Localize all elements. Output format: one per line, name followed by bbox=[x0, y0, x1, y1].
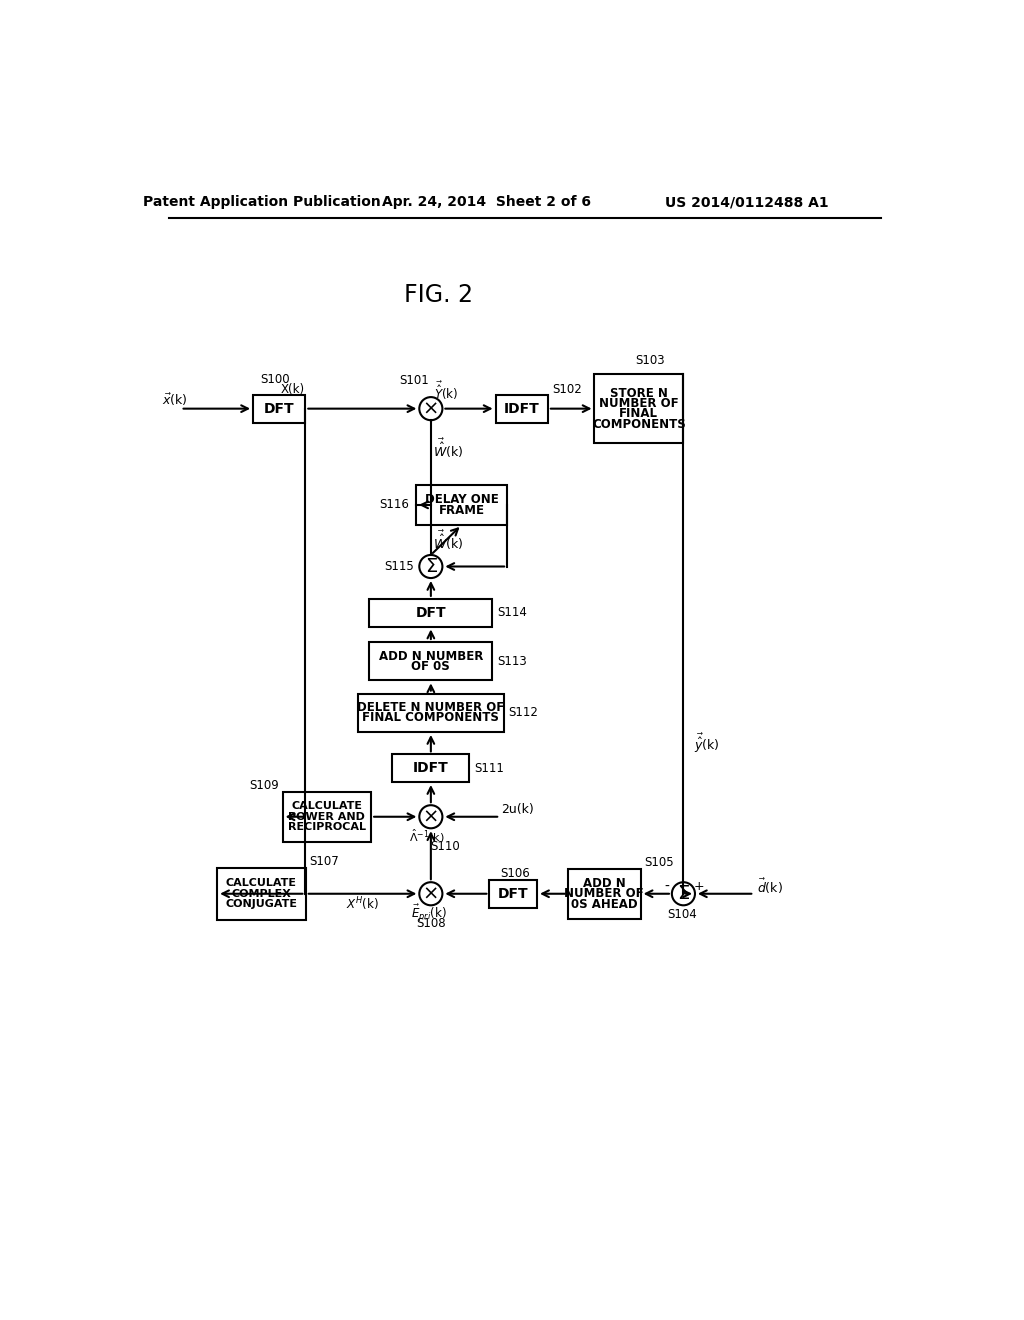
Text: S109: S109 bbox=[249, 779, 279, 792]
Text: Σ: Σ bbox=[677, 884, 689, 903]
Text: +: + bbox=[693, 880, 705, 894]
Text: 2u(k): 2u(k) bbox=[501, 803, 534, 816]
Text: COMPONENTS: COMPONENTS bbox=[592, 417, 686, 430]
Text: FINAL COMPONENTS: FINAL COMPONENTS bbox=[362, 711, 500, 725]
Text: Patent Application Publication: Patent Application Publication bbox=[142, 195, 380, 210]
Text: $\vec{\hat{W}}$(k): $\vec{\hat{W}}$(k) bbox=[433, 528, 463, 552]
Text: S107: S107 bbox=[309, 855, 339, 869]
Bar bbox=[370, 642, 493, 681]
Text: DFT: DFT bbox=[264, 401, 295, 416]
Text: Σ: Σ bbox=[425, 557, 437, 576]
Text: -: - bbox=[664, 880, 669, 894]
Text: ADD N NUMBER: ADD N NUMBER bbox=[379, 649, 483, 663]
Text: DELAY ONE: DELAY ONE bbox=[425, 494, 499, 506]
Text: S111: S111 bbox=[474, 762, 504, 775]
Text: S105: S105 bbox=[644, 857, 674, 869]
Text: $\vec{x}$(k): $\vec{x}$(k) bbox=[163, 391, 188, 408]
Text: $\vec{E}_{pri}$(k): $\vec{E}_{pri}$(k) bbox=[412, 903, 447, 924]
Text: FINAL: FINAL bbox=[620, 408, 658, 420]
Text: $X^H$(k): $X^H$(k) bbox=[346, 896, 379, 913]
Text: $\vec{\hat{W}}$(k): $\vec{\hat{W}}$(k) bbox=[433, 437, 463, 461]
Text: CALCULATE: CALCULATE bbox=[292, 801, 362, 812]
Text: S102: S102 bbox=[553, 383, 583, 396]
Bar bbox=[392, 755, 469, 781]
Bar bbox=[567, 869, 641, 919]
Text: OF 0S: OF 0S bbox=[412, 660, 451, 673]
Circle shape bbox=[419, 397, 442, 420]
Text: S114: S114 bbox=[497, 606, 527, 619]
Text: NUMBER OF: NUMBER OF bbox=[599, 397, 679, 411]
Text: NUMBER OF: NUMBER OF bbox=[564, 887, 644, 900]
Text: ADD N: ADD N bbox=[583, 876, 626, 890]
Text: ×: × bbox=[423, 399, 439, 418]
Text: 0S AHEAD: 0S AHEAD bbox=[570, 898, 637, 911]
Text: S108: S108 bbox=[416, 917, 445, 931]
Text: COMPLEX: COMPLEX bbox=[231, 888, 292, 899]
Circle shape bbox=[419, 554, 442, 578]
Text: S100: S100 bbox=[260, 372, 290, 385]
Circle shape bbox=[419, 882, 442, 906]
Bar bbox=[283, 792, 371, 842]
Text: Apr. 24, 2014  Sheet 2 of 6: Apr. 24, 2014 Sheet 2 of 6 bbox=[382, 195, 591, 210]
Text: ×: × bbox=[423, 884, 439, 903]
Text: DELETE N NUMBER OF: DELETE N NUMBER OF bbox=[357, 701, 505, 714]
Text: S110: S110 bbox=[430, 840, 460, 853]
Text: DFT: DFT bbox=[498, 887, 528, 900]
Text: IDFT: IDFT bbox=[504, 401, 540, 416]
Text: $\vec{\hat{y}}$(k): $\vec{\hat{y}}$(k) bbox=[694, 731, 720, 755]
Text: US 2014/0112488 A1: US 2014/0112488 A1 bbox=[665, 195, 828, 210]
Bar bbox=[370, 599, 493, 627]
Text: $\vec{d}$(k): $\vec{d}$(k) bbox=[757, 876, 782, 896]
Text: S115: S115 bbox=[384, 560, 414, 573]
Text: DFT: DFT bbox=[416, 606, 446, 619]
Text: ×: × bbox=[423, 808, 439, 826]
Bar bbox=[496, 395, 548, 422]
Circle shape bbox=[672, 882, 695, 906]
Text: S103: S103 bbox=[636, 354, 666, 367]
Text: S116: S116 bbox=[380, 499, 410, 511]
Text: RECIPROCAL: RECIPROCAL bbox=[288, 822, 366, 832]
Text: S113: S113 bbox=[497, 655, 526, 668]
Text: S101: S101 bbox=[399, 374, 429, 387]
Text: S104: S104 bbox=[667, 908, 696, 921]
Text: $\vec{\hat{Y}}$(k): $\vec{\hat{Y}}$(k) bbox=[434, 379, 459, 403]
Bar bbox=[217, 867, 306, 920]
Bar bbox=[595, 374, 683, 444]
Text: STORE N: STORE N bbox=[610, 387, 668, 400]
Bar bbox=[357, 693, 504, 733]
Text: $\hat{\Lambda}^{-1}$(k): $\hat{\Lambda}^{-1}$(k) bbox=[410, 828, 444, 845]
Text: X(k): X(k) bbox=[281, 383, 305, 396]
Text: FRAME: FRAME bbox=[438, 504, 484, 516]
Bar bbox=[489, 880, 538, 908]
Text: S112: S112 bbox=[509, 706, 539, 719]
Text: IDFT: IDFT bbox=[413, 762, 449, 775]
Text: S106: S106 bbox=[500, 867, 529, 880]
Bar bbox=[416, 484, 507, 525]
Text: CONJUGATE: CONJUGATE bbox=[225, 899, 297, 909]
Bar bbox=[253, 395, 305, 422]
Text: POWER AND: POWER AND bbox=[289, 812, 366, 822]
Text: CALCULATE: CALCULATE bbox=[226, 878, 297, 888]
Text: FIG. 2: FIG. 2 bbox=[404, 284, 473, 308]
Circle shape bbox=[419, 805, 442, 829]
